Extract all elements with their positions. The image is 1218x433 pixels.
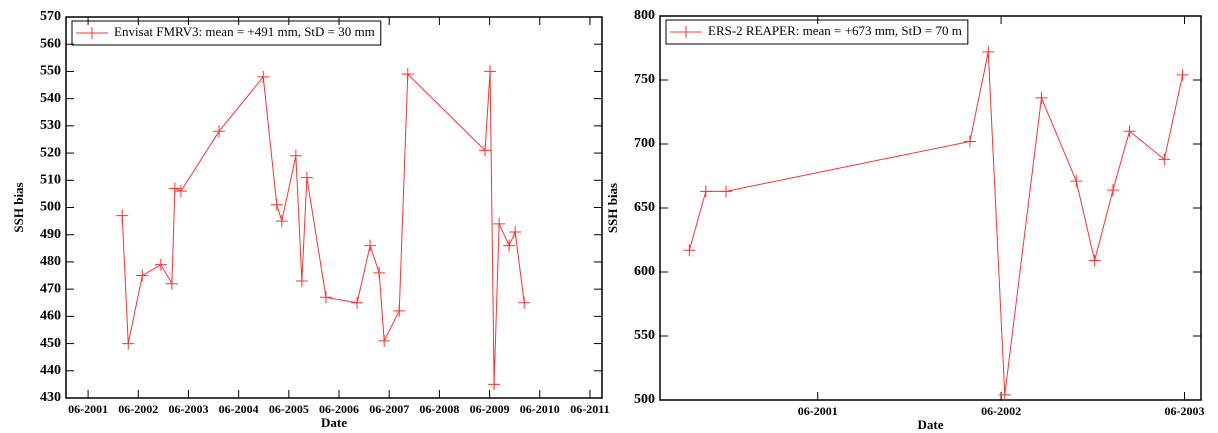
y-tick-label: 500 — [634, 392, 655, 407]
x-tick-label: 06-2007 — [369, 402, 409, 416]
data-line — [688, 51, 1184, 395]
point-marker — [116, 209, 129, 222]
point-marker — [683, 244, 696, 257]
legend-box — [665, 19, 969, 45]
point-marker — [289, 149, 302, 162]
y-tick-label: 520 — [40, 145, 61, 160]
point-marker — [136, 269, 149, 282]
point-marker — [174, 185, 187, 198]
point-marker — [393, 304, 406, 317]
x-tick-label: 06-2004 — [219, 402, 259, 416]
point-marker — [1088, 254, 1101, 267]
point-marker — [484, 65, 497, 78]
chart: 500 550 600 650 700 750 800 06-2001 06-2002 06-20… — [605, 8, 1205, 432]
legend: Envisat FMRV3: mean = +491 mm, StD = 30 … — [71, 20, 382, 46]
point-marker — [364, 239, 377, 252]
point-marker — [319, 291, 332, 304]
point-marker — [1035, 91, 1048, 104]
point-marker — [300, 171, 313, 184]
plot-frame — [659, 15, 1202, 401]
x-axis-title: Date — [918, 417, 944, 432]
point-marker — [122, 337, 135, 350]
point-marker — [257, 70, 270, 83]
y-tick-label: 600 — [634, 264, 655, 279]
y-tick-label: 650 — [634, 200, 655, 215]
point-marker — [168, 182, 181, 195]
point-marker — [720, 185, 733, 198]
y-tick-label: 470 — [40, 281, 61, 296]
y-tick-label: 560 — [40, 36, 61, 51]
y-tick-label: 750 — [634, 72, 655, 87]
y-tick-label: 500 — [40, 200, 61, 215]
chart: 430 440 450 460 470 480 490 500 510 520 530 540 550 5… — [11, 9, 610, 430]
y-tick-label: 450 — [40, 336, 61, 351]
legend-marker — [76, 27, 108, 39]
legend-box — [71, 20, 382, 46]
point-marker — [373, 266, 386, 279]
point-marker — [1106, 184, 1119, 197]
y-tick-label: 570 — [40, 9, 61, 24]
point-marker — [295, 274, 308, 287]
y-tick-label: 480 — [40, 254, 61, 269]
y-tick-label: 800 — [634, 8, 655, 23]
y-tick-label: 540 — [40, 91, 61, 106]
x-tick-label: 06-2002 — [981, 404, 1021, 418]
point-marker — [503, 239, 516, 252]
x-tick-label: 06-2003 — [168, 402, 208, 416]
point-marker — [509, 225, 522, 238]
point-marker — [1070, 175, 1083, 188]
legend-label: ERS-2 REAPER: mean = +673 mm, StD = 70 m — [708, 23, 962, 38]
legend-label: Envisat FMRV3: mean = +491 mm, StD = 30 … — [114, 24, 375, 39]
x-tick-label: 06-2001 — [798, 404, 838, 418]
point-marker — [165, 277, 178, 290]
y-tick-label: 530 — [40, 118, 61, 133]
point-marker — [270, 198, 283, 211]
x-tick-label: 06-2009 — [470, 402, 510, 416]
y-tick-label: 460 — [40, 309, 61, 324]
x-tick-label: 06-2001 — [68, 402, 108, 416]
point-marker — [493, 217, 506, 230]
x-tick-label: 06-2008 — [419, 402, 459, 416]
point-marker — [378, 334, 391, 347]
y-tick-label: 440 — [40, 363, 61, 378]
x-axis-title: Date — [321, 415, 347, 430]
y-tick-label: 550 — [634, 328, 655, 343]
point-marker — [351, 296, 364, 309]
y-tick-label: 700 — [634, 136, 655, 151]
point-marker — [275, 215, 288, 228]
legend-marker — [670, 26, 702, 38]
point-marker — [1158, 153, 1171, 166]
y-tick-label: 490 — [40, 227, 61, 242]
point-marker — [488, 378, 501, 391]
y-tick-label: 550 — [40, 64, 61, 79]
x-tick-label: 06-2011 — [570, 402, 609, 416]
y-tick-label: 430 — [40, 390, 61, 405]
plot-frame — [65, 16, 603, 399]
x-tick-label: 06-2003 — [1164, 404, 1204, 418]
x-tick-label: 06-2002 — [118, 402, 158, 416]
point-marker — [1176, 68, 1189, 81]
point-marker — [982, 45, 995, 58]
y-axis-title: SSH bias — [605, 183, 620, 233]
point-marker — [998, 388, 1011, 401]
x-tick-label: 06-2005 — [269, 402, 309, 416]
point-marker — [154, 258, 167, 271]
point-marker — [1123, 125, 1136, 138]
point-marker — [213, 125, 226, 138]
x-tick-label: 06-2006 — [319, 402, 359, 416]
point-marker — [401, 68, 414, 81]
point-marker — [963, 135, 976, 148]
point-marker — [518, 296, 531, 309]
point-marker — [479, 144, 492, 157]
x-tick-label: 06-2010 — [520, 402, 560, 416]
data-line — [121, 71, 525, 385]
y-tick-label: 510 — [40, 173, 61, 188]
y-axis-title: SSH bias — [11, 182, 26, 232]
point-marker — [699, 185, 712, 198]
legend: ERS-2 REAPER: mean = +673 mm, StD = 70 m — [665, 19, 969, 45]
